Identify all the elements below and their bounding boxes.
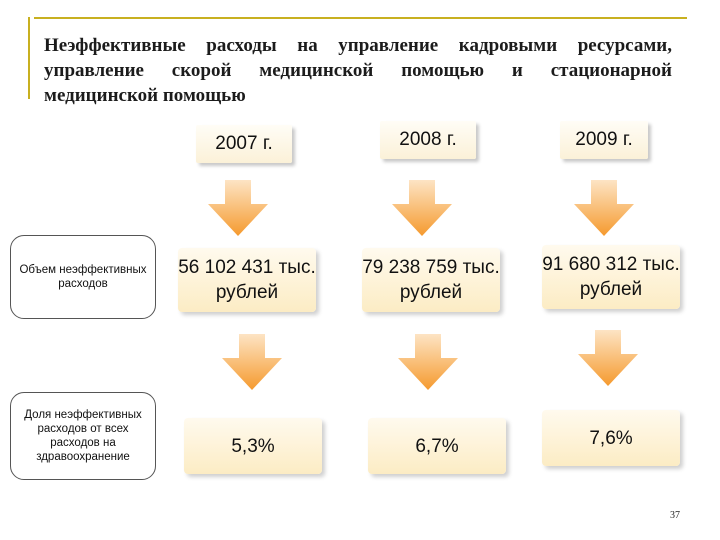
down-arrow-icon [574, 180, 634, 236]
down-arrow-icon [398, 334, 458, 390]
value-volume-2009: 91 680 312 тыс. рублей [542, 245, 680, 309]
value-share-2007: 5,3% [184, 418, 322, 474]
down-arrow-icon [208, 180, 268, 236]
frame-left-line [28, 17, 30, 99]
down-arrow-icon [222, 334, 282, 390]
value-share-2009: 7,6% [542, 410, 680, 466]
value-share-2008: 6,7% [368, 418, 506, 474]
year-header-2009: 2009 г. [560, 121, 648, 159]
year-header-2008: 2008 г. [380, 121, 476, 159]
down-arrow-icon [578, 330, 638, 386]
slide-title: Неэффективные расходы на управление кадр… [44, 35, 672, 106]
year-header-2007: 2007 г. [196, 125, 292, 163]
row-label-share: Доля неэффективных расходов от всех расх… [10, 392, 156, 480]
down-arrow-icon [392, 180, 452, 236]
value-volume-2008: 79 238 759 тыс. рублей [362, 248, 500, 312]
frame-top-line [34, 17, 687, 19]
page-number: 37 [670, 510, 680, 521]
row-label-volume: Объем неэффективных расходов [10, 235, 156, 319]
value-volume-2007: 56 102 431 тыс. рублей [178, 248, 316, 312]
